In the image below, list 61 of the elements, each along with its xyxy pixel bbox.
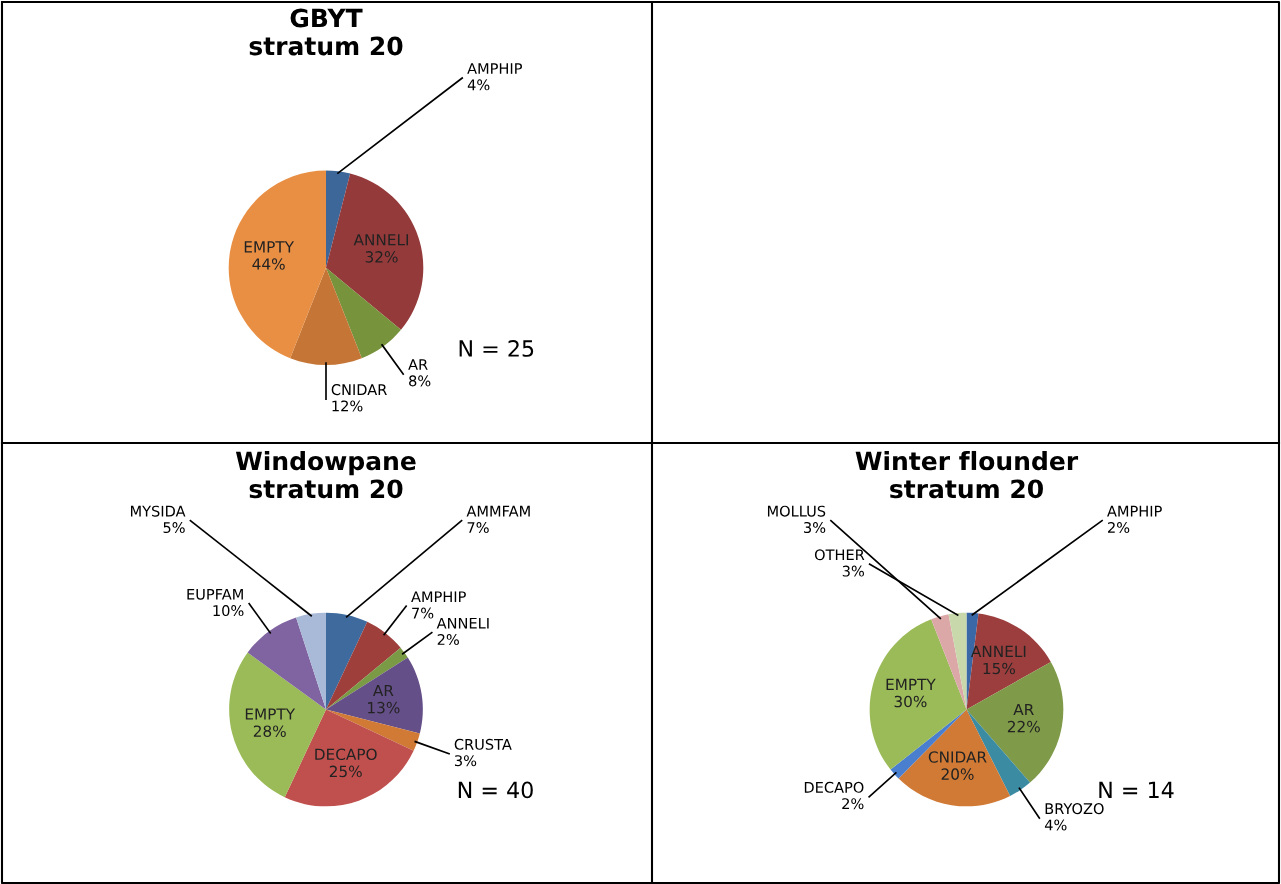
slice-label: ANNELI xyxy=(436,617,489,629)
text: N = 14 xyxy=(1099,781,1174,798)
data-label: 3% xyxy=(454,755,477,767)
pie-slice xyxy=(326,267,401,359)
slice-label: EMPTY xyxy=(244,241,295,253)
slice-label: MOLLUS xyxy=(767,505,826,517)
data-label: 32% xyxy=(365,251,398,263)
slice-label: CNIDAR xyxy=(331,384,387,396)
pie-slice xyxy=(228,170,326,359)
pie-slice xyxy=(326,170,351,268)
data-label: 28% xyxy=(253,725,286,737)
slice-label: OTHER xyxy=(814,549,865,561)
pie-slice xyxy=(326,612,368,710)
text: N = 25 xyxy=(459,340,534,357)
data-label: 3% xyxy=(842,565,864,577)
data-label: 5% xyxy=(163,522,185,534)
data-label: 15% xyxy=(983,662,1016,675)
slice-label: MYSIDA xyxy=(130,505,186,517)
data-label: 7% xyxy=(412,607,434,619)
pie-slice xyxy=(290,267,362,366)
slice-label: BRYOZO xyxy=(1045,803,1104,815)
slice-label: AMMFAM xyxy=(466,505,530,517)
data-label: 12% xyxy=(332,400,363,412)
chart-title: Winter flounder stratum 20 xyxy=(855,450,1079,499)
data-label: 2% xyxy=(1108,522,1130,534)
data-label: 30% xyxy=(894,695,927,708)
pie-slice xyxy=(247,617,326,710)
pie-slice xyxy=(326,657,423,734)
slice-label: CRUSTA xyxy=(454,738,512,750)
data-label: 25% xyxy=(329,765,362,778)
slice-label: AMPHIP xyxy=(411,591,466,603)
data-label: 2% xyxy=(437,634,459,646)
data-label: 20% xyxy=(941,768,974,780)
chart-title: Windowpane stratum 20 xyxy=(235,450,416,499)
slice-label: DECAPO xyxy=(315,748,377,761)
slice-label: AR xyxy=(1013,703,1034,716)
data-label: 8% xyxy=(409,375,431,387)
data-label: 7% xyxy=(467,522,489,534)
data-label: 22% xyxy=(1007,720,1040,733)
slice-label: CNIDAR xyxy=(928,751,987,763)
data-label: 3% xyxy=(804,522,826,534)
pie-slice xyxy=(948,612,967,710)
slice-label: DECAPO xyxy=(804,781,864,793)
slice-label: EMPTY xyxy=(886,678,936,690)
chart-title: GBYT stratum 20 xyxy=(249,8,403,56)
slice-label: EMPTY xyxy=(245,708,296,720)
data-label: 4% xyxy=(1044,819,1067,831)
slice-label: AR xyxy=(372,684,394,697)
pie-slice xyxy=(296,612,326,710)
slice-label: AR xyxy=(408,359,428,370)
pie-slice xyxy=(326,173,424,330)
slice-label: ANNELI xyxy=(353,234,409,246)
slice-label: EUPFAM xyxy=(187,588,243,600)
data-label: 44% xyxy=(252,258,285,270)
slice-label: AMPHIP xyxy=(467,63,523,74)
data-label: 13% xyxy=(368,701,400,714)
data-label: 2% xyxy=(842,798,864,810)
text: N = 40 xyxy=(458,781,533,799)
data-label: 4% xyxy=(467,79,490,91)
data-label: 10% xyxy=(213,605,244,617)
slice-label: AMPHIP xyxy=(1107,505,1162,517)
